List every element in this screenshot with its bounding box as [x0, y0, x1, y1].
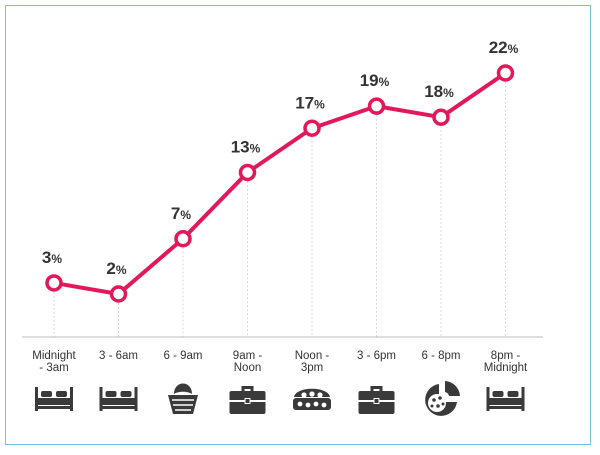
data-label-4: 13% [231, 137, 261, 156]
chart-frame [5, 5, 591, 445]
data-point-7 [432, 108, 450, 126]
tick-label-5: Noon -3pm [295, 350, 330, 374]
data-point-2 [109, 285, 128, 303]
data-point-6 [367, 97, 386, 115]
bed-icon [486, 387, 525, 411]
data-label-1: 3% [42, 248, 62, 267]
tick-label-4: 9am -Noon [233, 350, 263, 374]
tick-label-8: 8pm -Midnight [484, 350, 528, 374]
briefcase-icon [358, 386, 395, 414]
data-label-7: 18% [424, 82, 454, 101]
egg-basket-icon [167, 382, 199, 415]
sandwich-icon [293, 388, 331, 410]
data-label-3: 7% [171, 204, 191, 223]
tick-label-1: Midnight - 3am [32, 350, 76, 374]
data-label-2: 2% [106, 259, 126, 278]
bed-icon [99, 387, 138, 411]
data-point-3 [174, 230, 192, 248]
data-label-8: 22% [489, 38, 519, 57]
briefcase-icon [229, 386, 266, 414]
tick-label-6: 3 - 6pm [357, 350, 396, 362]
tick-label-2: 3 - 6am [99, 350, 138, 362]
series-line [52, 71, 508, 296]
data-point-1 [45, 274, 63, 292]
pizza-icon [425, 381, 460, 416]
data-label-5: 17% [295, 93, 325, 112]
tick-label-7: 6 - 8pm [422, 350, 461, 362]
bed-icon [35, 387, 73, 411]
tick-label-3: 6 - 9am [164, 350, 203, 362]
data-label-6: 19% [360, 71, 390, 90]
data-point-4 [238, 163, 257, 182]
data-point-5 [303, 119, 321, 137]
data-point-8 [496, 64, 515, 82]
